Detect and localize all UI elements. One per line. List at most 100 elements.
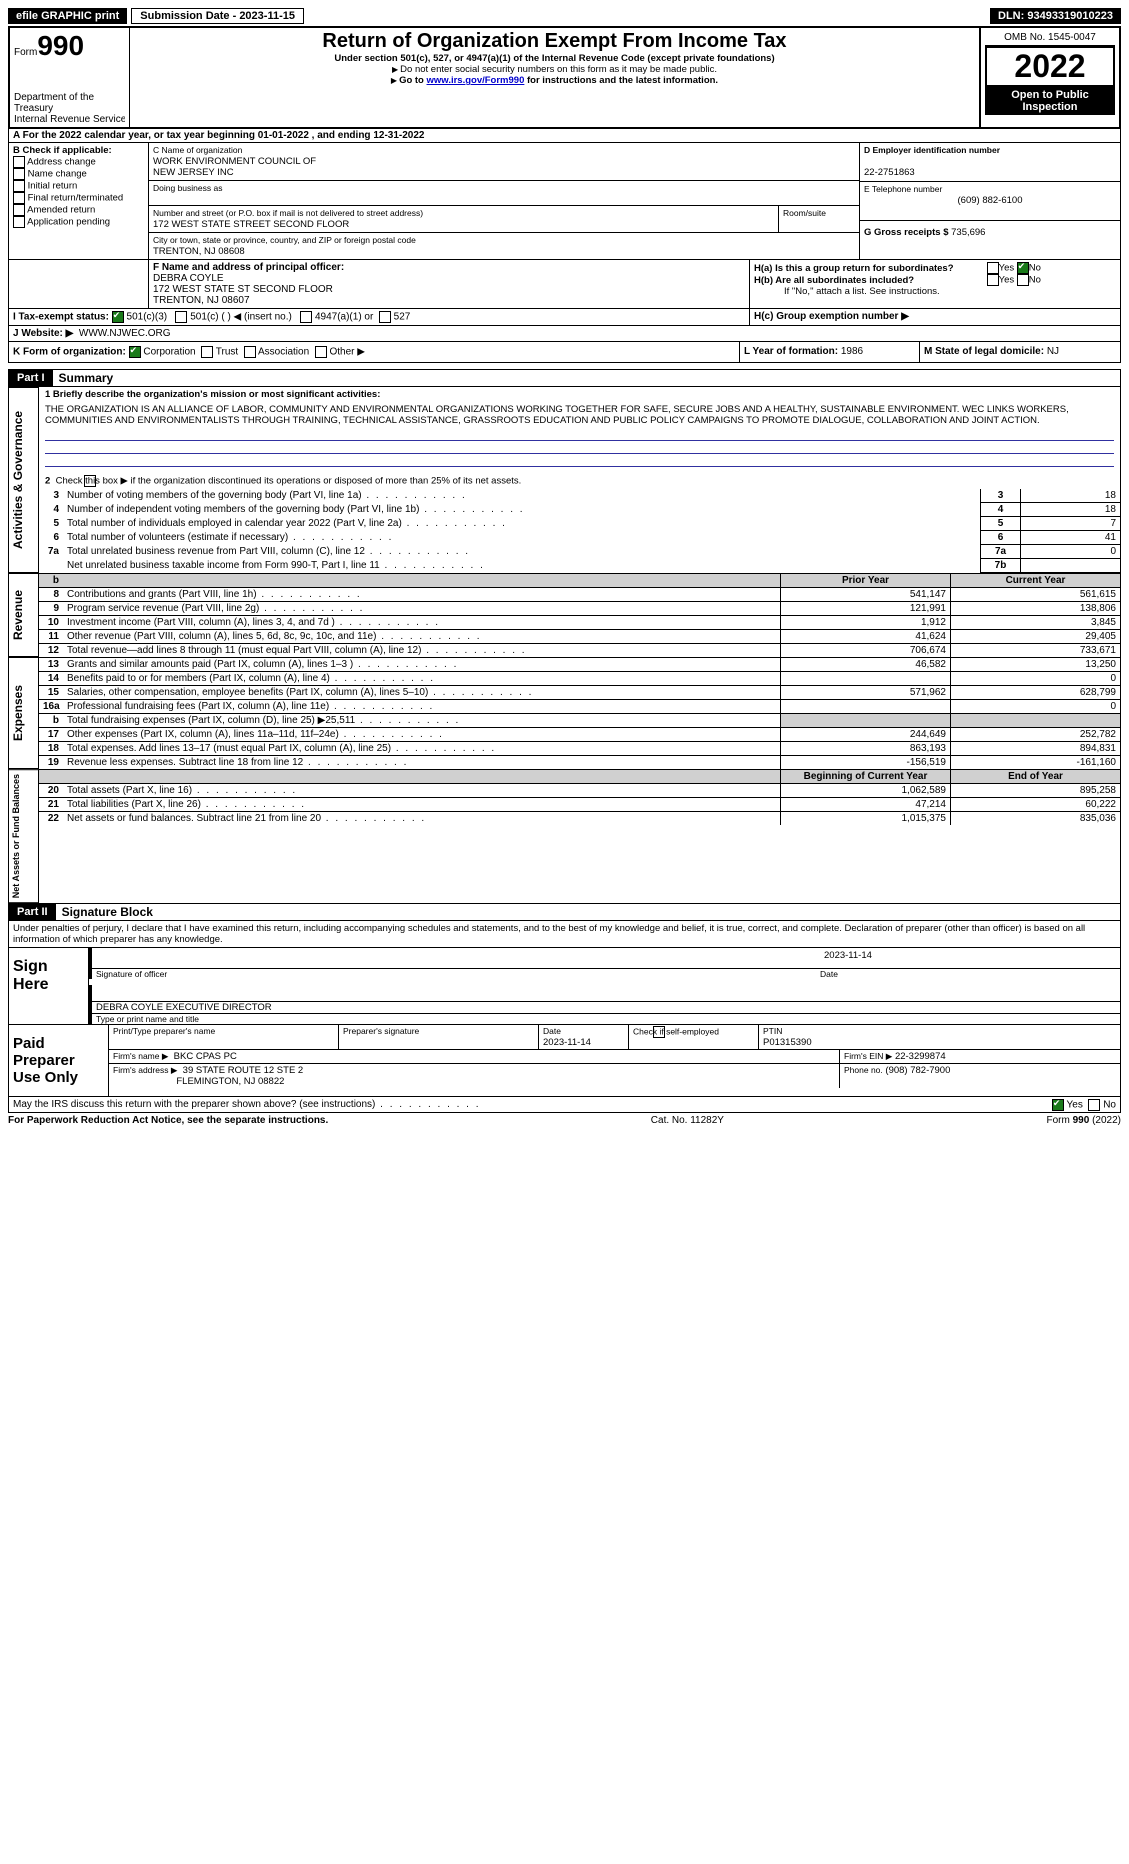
cb-501c[interactable] <box>175 311 187 323</box>
hb-no: No <box>1029 275 1041 286</box>
cb-discuss-yes[interactable] <box>1052 1099 1064 1111</box>
irs-link[interactable]: www.irs.gov/Form990 <box>427 75 525 86</box>
dba-label: Doing business as <box>153 183 222 193</box>
ptin-label: PTIN <box>763 1026 782 1036</box>
cb-corp[interactable] <box>129 346 141 358</box>
cb-assoc[interactable] <box>244 346 256 358</box>
lbl-527: 527 <box>394 312 411 323</box>
signature-block: Sign Here 2023-11-14 Signature of office… <box>8 948 1121 1025</box>
tab-net-assets: Net Assets or Fund Balances <box>9 769 39 903</box>
tax-status-row: I Tax-exempt status: 501(c)(3) 501(c) ( … <box>8 309 1121 326</box>
sign-here-label: Sign Here <box>9 948 89 1024</box>
summary-line: 10Investment income (Part VIII, column (… <box>39 615 1120 629</box>
begin-year-hdr: Beginning of Current Year <box>780 770 950 783</box>
cb-other[interactable] <box>315 346 327 358</box>
hc-label: H(c) Group exemption number ▶ <box>754 311 909 322</box>
officer-name: DEBRA COYLE <box>153 273 224 284</box>
summary-line: 5Total number of individuals employed in… <box>39 517 1120 531</box>
cb-trust[interactable] <box>201 346 213 358</box>
part1-header: Part I Summary <box>8 369 1121 387</box>
org-name-1: WORK ENVIRONMENT COUNCIL OF <box>153 156 316 167</box>
tab-expenses: Expenses <box>9 657 39 769</box>
phone-value: (609) 882-6100 <box>864 195 1116 206</box>
sig-officer-label: Signature of officer <box>89 969 820 979</box>
summary-line: 12Total revenue—add lines 8 through 11 (… <box>39 643 1120 657</box>
firm-addr2: FLEMINGTON, NJ 08822 <box>176 1076 284 1087</box>
summary-line: 14Benefits paid to or for members (Part … <box>39 671 1120 685</box>
summary-line: 17Other expenses (Part IX, column (A), l… <box>39 727 1120 741</box>
omb-number: OMB No. 1545-0047 <box>985 30 1115 46</box>
firm-name: BKC CPAS PC <box>174 1051 237 1062</box>
box-g-label: G Gross receipts $ <box>864 227 948 238</box>
firm-phone-label: Phone no. <box>844 1065 883 1075</box>
lbl-trust: Trust <box>216 347 238 358</box>
efile-btn[interactable]: efile GRAPHIC print <box>8 8 127 24</box>
summary-line: Net unrelated business taxable income fr… <box>39 559 1120 573</box>
dln: DLN: 93493319010223 <box>990 8 1121 24</box>
form-subtitle: Under section 501(c), 527, or 4947(a)(1)… <box>134 53 975 64</box>
klm-row: K Form of organization: Corporation Trus… <box>8 342 1121 363</box>
submission-date: Submission Date - 2023-11-15 <box>131 8 304 24</box>
ha-no: No <box>1029 263 1041 274</box>
cb-hb-no[interactable] <box>1017 274 1029 286</box>
firm-addr-label: Firm's address ▶ <box>113 1065 177 1075</box>
hb-label: H(b) Are all subordinates included? <box>754 275 984 286</box>
lbl-initial-return: Initial return <box>28 181 78 192</box>
box-e-label: E Telephone number <box>864 184 942 194</box>
summary-line: 7aTotal unrelated business revenue from … <box>39 545 1120 559</box>
officer-addr2: TRENTON, NJ 08607 <box>153 295 250 306</box>
room-label: Room/suite <box>783 208 826 218</box>
summary-line: 8Contributions and grants (Part VIII, li… <box>39 587 1120 601</box>
ptin-value: P01315390 <box>763 1037 812 1048</box>
cb-name-change[interactable] <box>13 168 25 180</box>
form-title: Return of Organization Exempt From Incom… <box>134 30 975 53</box>
cb-discuss-no[interactable] <box>1088 1099 1100 1111</box>
part2-header: Part II Signature Block <box>8 904 1121 921</box>
sig-date-label: Date <box>820 969 1120 979</box>
discuss-text: May the IRS discuss this return with the… <box>13 1099 481 1110</box>
box-i-label: I Tax-exempt status: <box>13 312 109 323</box>
prep-sig-hdr: Preparer's signature <box>339 1025 539 1049</box>
cb-hb-yes[interactable] <box>987 274 999 286</box>
cb-final-return[interactable] <box>13 192 25 204</box>
officer-addr1: 172 WEST STATE ST SECOND FLOOR <box>153 284 333 295</box>
lbl-other: Other ▶ <box>329 347 364 358</box>
cb-initial-return[interactable] <box>13 180 25 192</box>
mission-lead: 1 Briefly describe the organization's mi… <box>45 389 380 400</box>
summary-line: 18Total expenses. Add lines 13–17 (must … <box>39 741 1120 755</box>
summary-line: 22Net assets or fund balances. Subtract … <box>39 811 1120 825</box>
blueline <box>45 428 1114 441</box>
end-year-hdr: End of Year <box>950 770 1120 783</box>
cb-ha-no[interactable] <box>1017 262 1029 274</box>
cb-app-pending[interactable] <box>13 216 25 228</box>
box-b-label: B Check if applicable: <box>13 145 112 156</box>
summary-line: bTotal fundraising expenses (Part IX, co… <box>39 713 1120 727</box>
cb-amended[interactable] <box>13 204 25 216</box>
cb-ha-yes[interactable] <box>987 262 999 274</box>
cb-address-change[interactable] <box>13 156 25 168</box>
prep-date-hdr: Date <box>543 1026 561 1036</box>
open-public: Open to Public Inspection <box>985 87 1115 115</box>
lbl-name-change: Name change <box>28 169 87 180</box>
mission-text: THE ORGANIZATION IS AN ALLIANCE OF LABOR… <box>39 402 1120 428</box>
box-f-label: F Name and address of principal officer: <box>153 262 344 273</box>
self-employed-label: Check if self-employed <box>633 1026 719 1036</box>
cb-501c3[interactable] <box>112 311 124 323</box>
summary-line: 15Salaries, other compensation, employee… <box>39 685 1120 699</box>
cb-discontinued[interactable] <box>84 475 96 487</box>
box-m-label: M State of legal domicile: <box>924 346 1044 357</box>
lbl-501c3: 501(c)(3) <box>127 312 168 323</box>
firm-ein-label: Firm's EIN ▶ <box>844 1051 892 1061</box>
cb-527[interactable] <box>379 311 391 323</box>
cb-self-employed[interactable] <box>653 1026 665 1038</box>
summary-body: Activities & Governance 1 Briefly descri… <box>8 387 1121 904</box>
city-label: City or town, state or province, country… <box>153 235 416 245</box>
lbl-app-pending: Application pending <box>27 217 110 228</box>
net-header-row: Beginning of Current Year End of Year <box>39 769 1120 783</box>
summary-line: 21Total liabilities (Part X, line 26)47,… <box>39 797 1120 811</box>
hb-yes: Yes <box>999 275 1015 286</box>
cb-4947[interactable] <box>300 311 312 323</box>
year-formation: 1986 <box>841 346 863 357</box>
summary-line: 9Program service revenue (Part VIII, lin… <box>39 601 1120 615</box>
discuss-yes: Yes <box>1067 1100 1083 1111</box>
